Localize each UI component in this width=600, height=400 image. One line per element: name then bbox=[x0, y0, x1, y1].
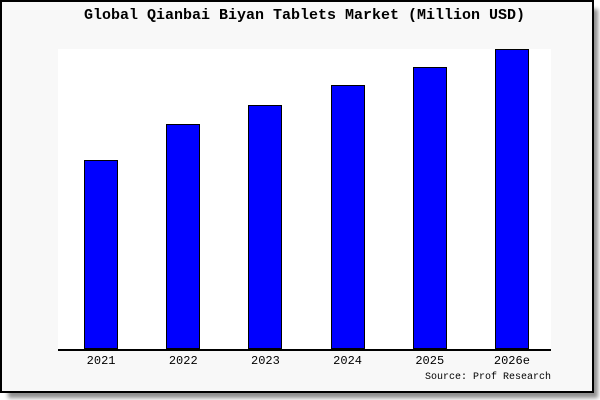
bar-2024 bbox=[330, 85, 365, 349]
chart-title: Global Qianbai Biyan Tablets Market (Mil… bbox=[83, 7, 526, 24]
bar-2026e bbox=[494, 49, 529, 349]
x-tick-label-2022: 2022 bbox=[168, 354, 198, 368]
x-tick-label-2026e: 2026e bbox=[493, 354, 530, 368]
x-tick-label-2025: 2025 bbox=[415, 354, 445, 368]
bar-2022 bbox=[166, 124, 201, 349]
x-tick-label-2021: 2021 bbox=[86, 354, 116, 368]
bar-2023 bbox=[248, 105, 283, 349]
chart-frame: Global Qianbai Biyan Tablets Market (Mil… bbox=[0, 0, 594, 393]
plot-area bbox=[58, 49, 551, 351]
x-tick-label-2024: 2024 bbox=[333, 354, 362, 368]
bar-2025 bbox=[412, 67, 447, 349]
source-note: Source: Prof Research bbox=[424, 372, 551, 383]
bar-2021 bbox=[84, 160, 119, 349]
x-tick-label-2023: 2023 bbox=[251, 354, 280, 368]
